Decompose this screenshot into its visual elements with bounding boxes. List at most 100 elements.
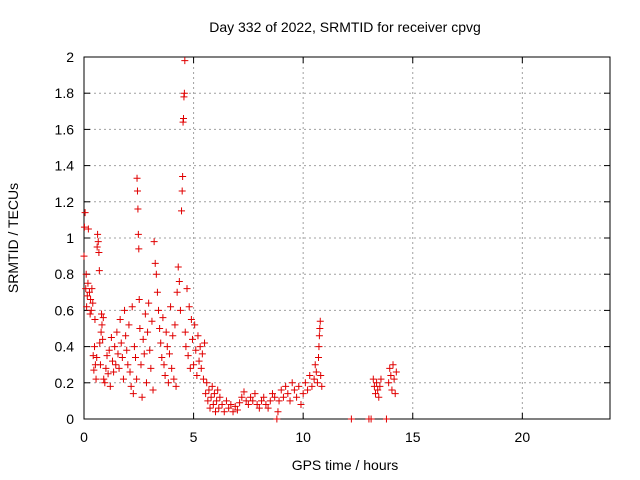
data-point [316, 317, 324, 325]
data-point [83, 303, 91, 311]
y-tick-label: 1.2 [55, 194, 75, 210]
data-point [214, 386, 222, 394]
data-point [91, 343, 99, 351]
data-point [187, 315, 195, 323]
data-point [233, 406, 241, 414]
data-point [122, 332, 130, 340]
data-point [150, 238, 158, 246]
data-point [204, 397, 212, 405]
data-point [98, 310, 106, 318]
data-point [227, 401, 235, 409]
y-tick-label: 1.4 [55, 158, 75, 174]
y-tick-label: 2 [66, 49, 74, 65]
data-point [244, 401, 252, 409]
data-point [148, 317, 156, 325]
data-point [376, 382, 384, 390]
data-point [202, 390, 210, 398]
x-tick-label: 5 [190, 429, 198, 445]
y-axis: 0 0.2 0.4 0.6 0.8 1 1.2 1.4 1.6 1.8 2 [55, 49, 610, 427]
data-point [95, 267, 103, 275]
data-point [180, 89, 188, 97]
data-point [315, 332, 323, 340]
data-point [142, 379, 150, 387]
data-point [102, 364, 110, 372]
data-point [104, 370, 112, 378]
data-point [373, 379, 381, 387]
data-point [183, 285, 191, 293]
data-point [284, 390, 292, 398]
data-point [288, 379, 296, 387]
data-point [155, 306, 163, 314]
y-tick-label: 1 [66, 230, 74, 246]
data-point [389, 361, 397, 369]
data-point [236, 399, 244, 407]
data-point [203, 379, 211, 387]
data-point [167, 303, 175, 311]
data-point [186, 364, 194, 372]
y-tick-label: 1.6 [55, 121, 75, 137]
data-point [367, 415, 375, 423]
data-point [392, 368, 400, 376]
grid [84, 57, 610, 419]
data-point [194, 332, 202, 340]
data-point [184, 352, 192, 360]
data-point [175, 277, 183, 285]
x-tick-label: 10 [295, 429, 311, 445]
data-point [374, 386, 382, 394]
data-point [159, 314, 167, 322]
data-point [164, 379, 172, 387]
data-point [85, 288, 93, 296]
data-point [84, 279, 92, 287]
data-point [299, 390, 307, 398]
data-point [93, 243, 101, 251]
data-point [135, 296, 143, 304]
data-point [382, 415, 390, 423]
data-point [277, 386, 285, 394]
data-point [198, 350, 206, 358]
data-point [93, 353, 101, 361]
data-point [371, 390, 379, 398]
y-tick-label: 0.8 [55, 266, 75, 282]
data-point [225, 404, 233, 412]
data-point [208, 382, 216, 390]
data-point [114, 350, 122, 358]
data-point [140, 350, 148, 358]
data-point [229, 408, 237, 416]
data-point [128, 303, 136, 311]
data-point [162, 328, 170, 336]
data-point [152, 270, 160, 278]
data-point [316, 325, 324, 332]
data-point [304, 386, 312, 394]
y-tick-label: 0.2 [55, 375, 75, 391]
data-point [347, 415, 355, 423]
data-point [113, 328, 121, 336]
data-point [127, 382, 135, 390]
data-point [92, 375, 100, 383]
data-point [210, 390, 218, 398]
data-point [173, 288, 181, 296]
data-point [185, 303, 193, 311]
data-point [391, 390, 399, 398]
data-point [297, 401, 305, 409]
data-point [83, 292, 91, 300]
data-point [209, 401, 217, 409]
data-point [176, 306, 184, 314]
data-point [156, 325, 164, 332]
x-tick-label: 15 [405, 429, 421, 445]
data-series [80, 57, 400, 423]
data-point [279, 393, 287, 401]
data-point [293, 393, 301, 401]
data-point [119, 375, 127, 383]
data-point [126, 368, 134, 376]
data-point [80, 252, 88, 260]
data-point [247, 393, 255, 401]
data-point [260, 393, 268, 401]
data-point [218, 401, 226, 409]
data-point [87, 296, 95, 304]
data-point [273, 415, 281, 423]
data-point [158, 353, 166, 361]
data-point [215, 404, 223, 412]
data-point [80, 223, 88, 231]
data-point [238, 393, 246, 401]
